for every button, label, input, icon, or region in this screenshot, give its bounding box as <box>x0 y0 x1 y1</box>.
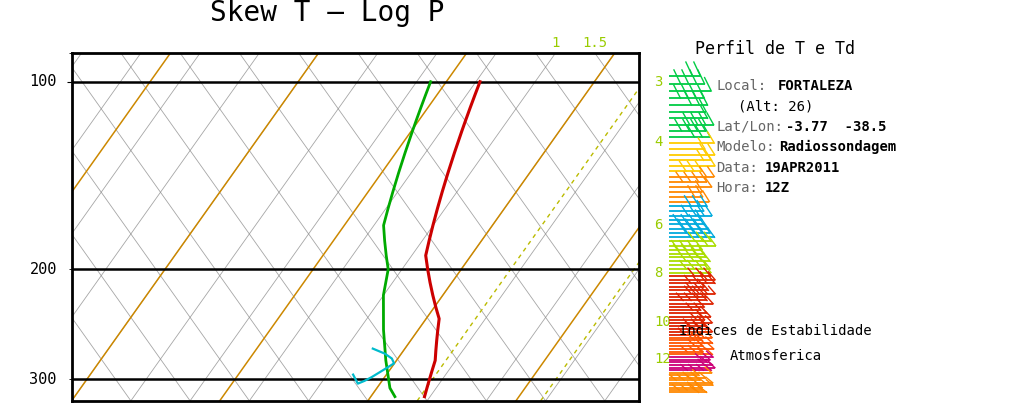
Text: Atmosferica: Atmosferica <box>729 349 821 363</box>
Text: Modelo:: Modelo: <box>716 140 774 154</box>
Text: 200: 200 <box>30 262 57 277</box>
Text: Radiossondagem: Radiossondagem <box>780 140 897 154</box>
Text: 300: 300 <box>30 372 57 387</box>
Text: -3.77  -38.5: -3.77 -38.5 <box>786 120 886 134</box>
Text: 8: 8 <box>654 266 663 281</box>
Text: Skew T – Log P: Skew T – Log P <box>210 0 445 27</box>
Text: 1.5: 1.5 <box>582 36 608 50</box>
Text: Data:: Data: <box>716 161 758 175</box>
Text: Lat/Lon:: Lat/Lon: <box>716 120 783 134</box>
Text: Indices de Estabilidade: Indices de Estabilidade <box>679 324 872 338</box>
Text: 12: 12 <box>654 351 671 366</box>
Text: 6: 6 <box>654 218 663 232</box>
Text: Hora:: Hora: <box>716 181 758 195</box>
Text: (Alt: 26): (Alt: 26) <box>738 99 813 113</box>
Text: 12Z: 12Z <box>765 181 791 195</box>
Text: 1: 1 <box>551 36 560 50</box>
Text: 19APR2011: 19APR2011 <box>765 161 841 175</box>
Text: Perfil de T e Td: Perfil de T e Td <box>696 40 855 58</box>
Text: FORTALEZA: FORTALEZA <box>777 79 853 93</box>
Text: 3: 3 <box>654 75 663 89</box>
Text: 4: 4 <box>654 135 663 149</box>
Text: 100: 100 <box>30 74 57 89</box>
Text: Local:: Local: <box>716 79 766 93</box>
Text: 10: 10 <box>654 315 671 329</box>
